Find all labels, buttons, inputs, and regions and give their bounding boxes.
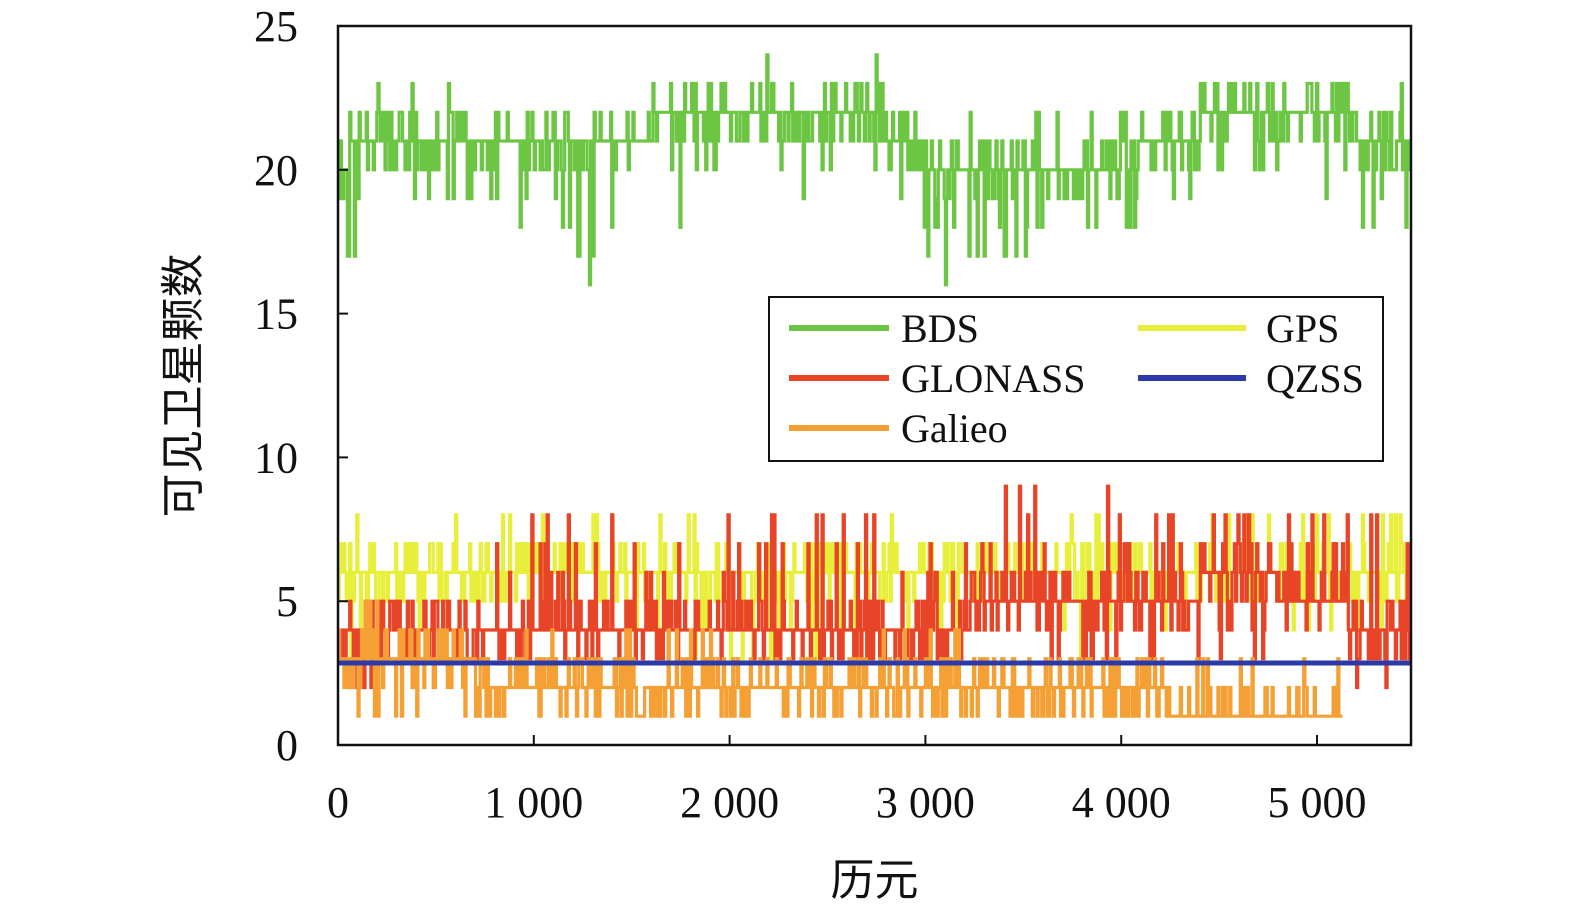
x-tick-label: 4 000 — [1072, 778, 1171, 827]
y-axis-title: 可见卫星颗数 — [158, 254, 209, 518]
legend-label-glonass: GLONASS — [901, 356, 1085, 401]
y-tick-label: 5 — [276, 577, 298, 626]
axis-ticks — [337, 25, 1319, 746]
y-tick-label: 25 — [254, 2, 298, 51]
legend-label-qzss: QZSS — [1266, 356, 1364, 401]
x-tick-label: 5 000 — [1268, 778, 1367, 827]
series-line-galieo — [338, 599, 1343, 718]
y-tick-label: 10 — [254, 433, 298, 482]
plot-series-group — [338, 53, 1411, 718]
y-tick-label: 20 — [254, 146, 298, 195]
legend-label-bds: BDS — [901, 306, 979, 351]
x-axis-title: 历元 — [831, 855, 919, 906]
x-tick-label: 0 — [327, 778, 349, 827]
y-tick-label: 0 — [276, 721, 298, 770]
legend: BDS GLONASS Galieo GPS QZSS — [768, 296, 1384, 462]
plot-frame — [336, 24, 1413, 747]
x-tick-label: 1 000 — [484, 778, 583, 827]
y-tick-label: 15 — [254, 290, 298, 339]
legend-label-galieo: Galieo — [901, 406, 1008, 451]
legend-label-gps: GPS — [1266, 306, 1339, 351]
x-tick-label: 3 000 — [876, 778, 975, 827]
series-line-bds — [338, 53, 1411, 287]
axis-tick-labels: 0 1 000 2 000 3 000 4 000 5 000 0 5 10 15 20 25 — [254, 2, 1367, 827]
x-tick-label: 2 000 — [680, 778, 779, 827]
